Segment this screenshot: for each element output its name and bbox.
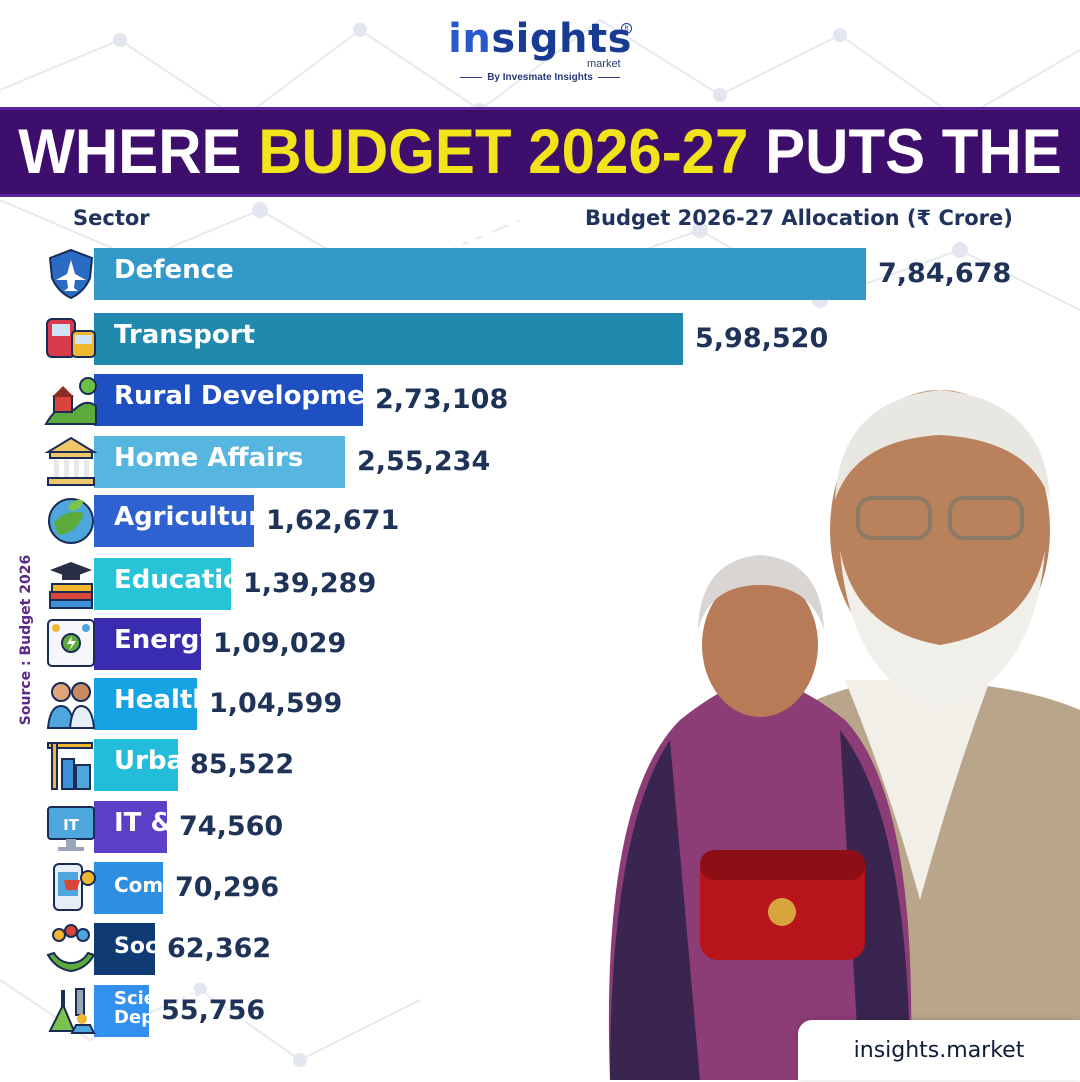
bar-value-label: 62,362: [167, 933, 272, 964]
bar-education: [94, 558, 231, 610]
bar-value-label: 1,62,671: [266, 505, 400, 536]
energy-grid-icon: [47, 619, 95, 667]
bar-category-label: Energy: [114, 625, 217, 655]
bar-transport: [94, 313, 683, 365]
globe-leaf-icon: [48, 498, 94, 544]
farm-hills-icon: [44, 377, 97, 425]
bar-value-label: 70,296: [175, 872, 280, 903]
bar-it-telecom: [94, 801, 167, 853]
logo-text-rest: sights: [491, 16, 632, 62]
bar-category-label: Urban Development: [114, 746, 407, 776]
people-hands-icon: [46, 924, 96, 973]
woman-figure: [608, 555, 912, 1080]
bar-value-label: 2,73,108: [375, 384, 509, 415]
tagline-rule-left: [460, 76, 483, 78]
bar-social-welfare: [94, 923, 155, 975]
bar-category-label: IT & Telecom: [114, 808, 302, 838]
train-bus-icon: [46, 318, 96, 358]
bar-value-label: 1,09,029: [213, 628, 347, 659]
bar-home-affairs: [94, 436, 345, 488]
brand-logo: insights: [0, 16, 1080, 62]
bar-value-label: 7,84,678: [878, 258, 1012, 289]
logo-market-label: market: [587, 58, 621, 70]
source-note: Source : Budget 2026: [18, 554, 34, 726]
construction-city-icon: [47, 742, 93, 790]
bar-category-label: Scientific Departments: [114, 988, 247, 1028]
bar-category-label: Commerce & Industry: [114, 873, 359, 897]
bar-defence: [94, 248, 866, 300]
svg-text:IT: IT: [63, 816, 80, 834]
brand-tagline: By Invesmate Insights: [0, 72, 1080, 83]
tagline-text: By Invesmate Insights: [487, 72, 593, 83]
doctors-icon: [46, 682, 96, 729]
title-banner: WHERE BUDGET 2026-27 PUTS THE MONEY: [0, 107, 1080, 275]
bar-value-label: 74,560: [179, 811, 284, 842]
science-lab-icon: [48, 988, 96, 1034]
bar-scientific-departments: [94, 985, 149, 1037]
bar-health: [94, 678, 197, 730]
bar-category-label: Rural Development: [114, 381, 396, 411]
brand-header: insights R market By Invesmate Insights: [0, 0, 1080, 105]
bar-category-label: Agriculture & Allied: [114, 502, 403, 532]
tagline-rule-right: [597, 76, 620, 78]
books-cap-icon: [49, 562, 93, 609]
title-part-1: WHERE: [18, 116, 259, 187]
monitor-it-icon: IT: [47, 806, 95, 851]
bar-value-label: 85,522: [190, 749, 295, 780]
footer-badge: insights.market: [798, 1020, 1080, 1080]
photo-people: [608, 390, 1080, 1080]
mobile-shop-icon: [53, 863, 96, 911]
logo-text-in: in: [448, 16, 492, 62]
bar-category-label: Home Affairs: [114, 443, 304, 473]
title-highlight: BUDGET 2026-27: [258, 116, 749, 187]
allocation-column-header: Budget 2026-27 Allocation (₹ Crore): [585, 206, 1013, 230]
bar-energy: [94, 618, 201, 670]
bar-rural-development: [94, 374, 363, 426]
bar-value-label: 2,55,234: [357, 446, 491, 477]
footer-website[interactable]: insights.market: [853, 1038, 1025, 1063]
bar-commerce-industry: [94, 862, 163, 914]
bar-category-label: Social Welfare: [114, 934, 292, 959]
bar-agriculture-allied: [94, 495, 254, 547]
shield-jet-icon: [48, 248, 94, 300]
bar-value-label: 1,04,599: [209, 688, 343, 719]
page-title: WHERE BUDGET 2026-27 PUTS THE MONEY: [0, 108, 1080, 275]
bar-urban-development: [94, 739, 178, 791]
bar-category-label: Health: [114, 685, 211, 715]
sector-column-header: Sector: [73, 206, 150, 230]
registered-mark-icon: R: [621, 23, 632, 34]
bar-category-label: Education: [114, 565, 260, 595]
bar-category-label: Defence: [114, 255, 234, 285]
bar-value-label: 1,39,289: [243, 568, 377, 599]
government-building-icon: [44, 436, 98, 486]
bar-category-label: Transport: [114, 320, 255, 350]
bar-value-label: 5,98,520: [695, 323, 829, 354]
bar-value-label: 55,756: [161, 995, 266, 1026]
